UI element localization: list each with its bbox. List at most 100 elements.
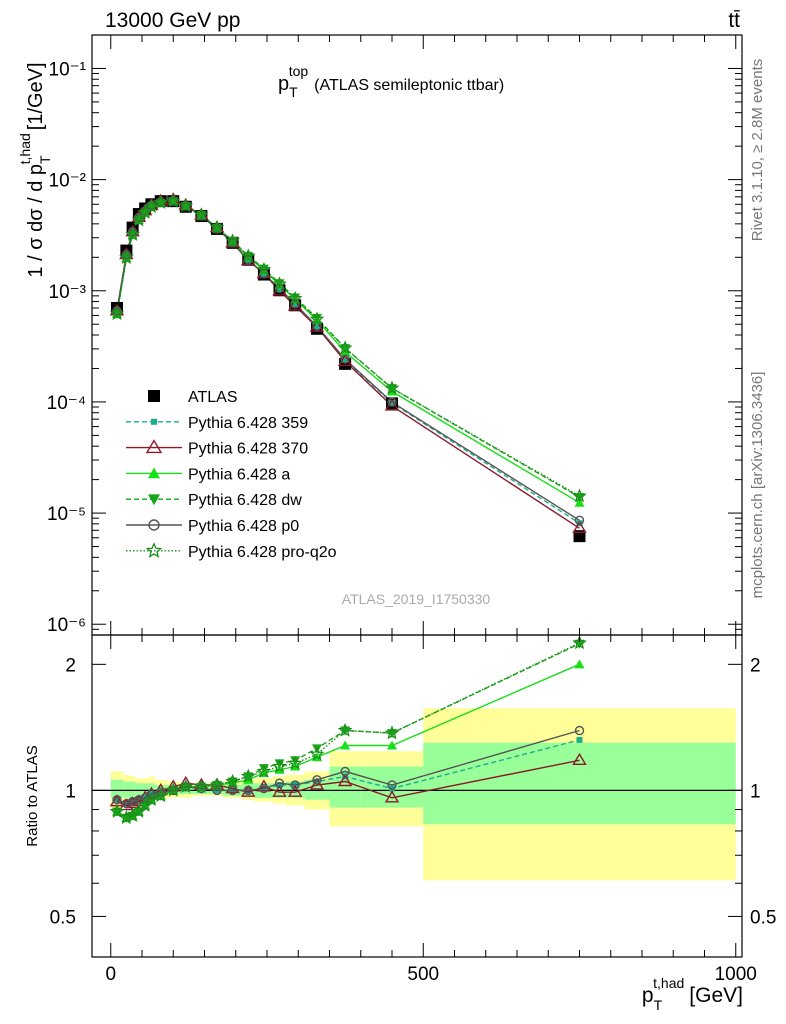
mc-point (574, 497, 585, 507)
ratio-point (272, 758, 287, 773)
mc-point (225, 233, 240, 248)
ratio-point (196, 783, 207, 794)
mc-point (243, 255, 253, 265)
ratio-point (258, 764, 269, 774)
ratio-point (194, 779, 209, 793)
ratio-series-line (116, 642, 580, 819)
x-axis-label: pTt,had[GeV] (642, 975, 743, 1013)
mc-point (342, 357, 349, 364)
main-ytick-label: 10⁻² (49, 171, 87, 192)
ratio-point (287, 784, 303, 797)
ratio-point (340, 740, 351, 750)
mc-point (153, 194, 169, 209)
energy-label: 13000 GeV pp (105, 9, 240, 32)
analysis-id: ATLAS_2019_I1750330 (342, 591, 491, 607)
legend-marker (145, 439, 163, 454)
mc-point (272, 283, 287, 296)
ratio-point (572, 635, 587, 650)
mc-point (387, 397, 397, 407)
ratio-point (153, 788, 169, 803)
ratio-point (127, 796, 138, 807)
ratio-point (240, 768, 256, 783)
process-label: tt̄ (728, 9, 740, 32)
mc-point (196, 211, 207, 221)
ratio-ytick-label: 2 (65, 655, 76, 676)
ratio-point (574, 639, 585, 649)
ratio-point (209, 777, 225, 792)
mc-point (194, 207, 209, 222)
mc-point (165, 193, 181, 208)
mc-point (292, 301, 299, 308)
data-point (573, 530, 586, 543)
legend-marker (148, 494, 160, 506)
mc-point (119, 250, 134, 264)
mc-point (290, 293, 301, 303)
mc-point (125, 226, 140, 241)
mc-point (109, 306, 125, 321)
ratio-point (337, 774, 353, 787)
ratio-point (574, 725, 585, 736)
ratio-ytick-label: 1 (65, 781, 76, 802)
ratio-band-inner (129, 781, 136, 798)
ratio-point (337, 722, 353, 737)
ratio-point (340, 766, 350, 777)
mc-point (309, 311, 325, 326)
ratio-point (227, 785, 238, 796)
ratio-panel-frame (91, 634, 743, 958)
ratio-point (290, 756, 301, 766)
legend: ATLAS Pythia 6.428 359 Pythia 6.428 370 Pyt… (126, 389, 337, 561)
ratio-point (387, 780, 397, 790)
ratio-point (309, 746, 325, 761)
ratio-ytick-label-right: 0.5 (750, 907, 776, 928)
ratio-point (274, 759, 285, 769)
rivet-label: Rivet 3.1.10, ≥ 2.8M events (749, 59, 766, 242)
ratio-ylabel: Ratio to ATLAS (24, 745, 41, 846)
ratio-point (274, 778, 285, 788)
ratio-point (384, 725, 400, 740)
ratio-point (576, 736, 583, 743)
mc-point (389, 399, 395, 406)
ratio-band-inner (123, 781, 130, 798)
ratio-point (243, 785, 253, 796)
ratio-band-inner (142, 783, 149, 796)
legend-marker (148, 519, 160, 531)
ratio-ytick-label-right: 2 (750, 655, 761, 676)
legend-label: Pythia 6.428 pro-q2o (188, 544, 337, 561)
legend-marker (148, 467, 160, 479)
ratio-point (387, 740, 397, 750)
mc-point (276, 285, 283, 292)
legend-marker (145, 542, 163, 558)
mc-point (384, 380, 400, 395)
ratio-xtick-label: 500 (407, 964, 439, 985)
mc-point (287, 290, 303, 305)
ratio-point (112, 795, 122, 805)
main-ytick-label: 10⁻³ (49, 282, 87, 303)
mc-point (309, 319, 325, 332)
ratio-point (312, 775, 322, 785)
mcplots-label: mcplots.cern.ch [arXiv:1306.3436] (749, 372, 766, 599)
mc-point (227, 238, 238, 248)
legend-marker (151, 418, 157, 425)
mc-point (312, 313, 322, 323)
ratio-point (287, 755, 303, 770)
legend-label: Pythia 6.428 p0 (188, 518, 299, 535)
ratio-ytick-label-right: 1 (750, 781, 761, 802)
legend-marker (148, 390, 160, 402)
ratio-point (241, 784, 256, 797)
mc-point (131, 212, 147, 227)
ratio-point (290, 780, 300, 790)
mc-point (272, 276, 287, 291)
mc-point (256, 261, 272, 276)
ratio-ytick-label: 0.5 (50, 907, 76, 928)
ratio-point (574, 659, 585, 669)
ratio-band-inner (135, 783, 142, 796)
ratio-series-group (109, 635, 587, 825)
mc-point (574, 493, 585, 503)
ratio-point (121, 798, 132, 809)
ratio-point (309, 777, 325, 790)
ratio-point (178, 779, 194, 793)
ratio-band-inner (423, 742, 736, 825)
ratio-point (225, 773, 240, 788)
mc-point (340, 354, 350, 364)
